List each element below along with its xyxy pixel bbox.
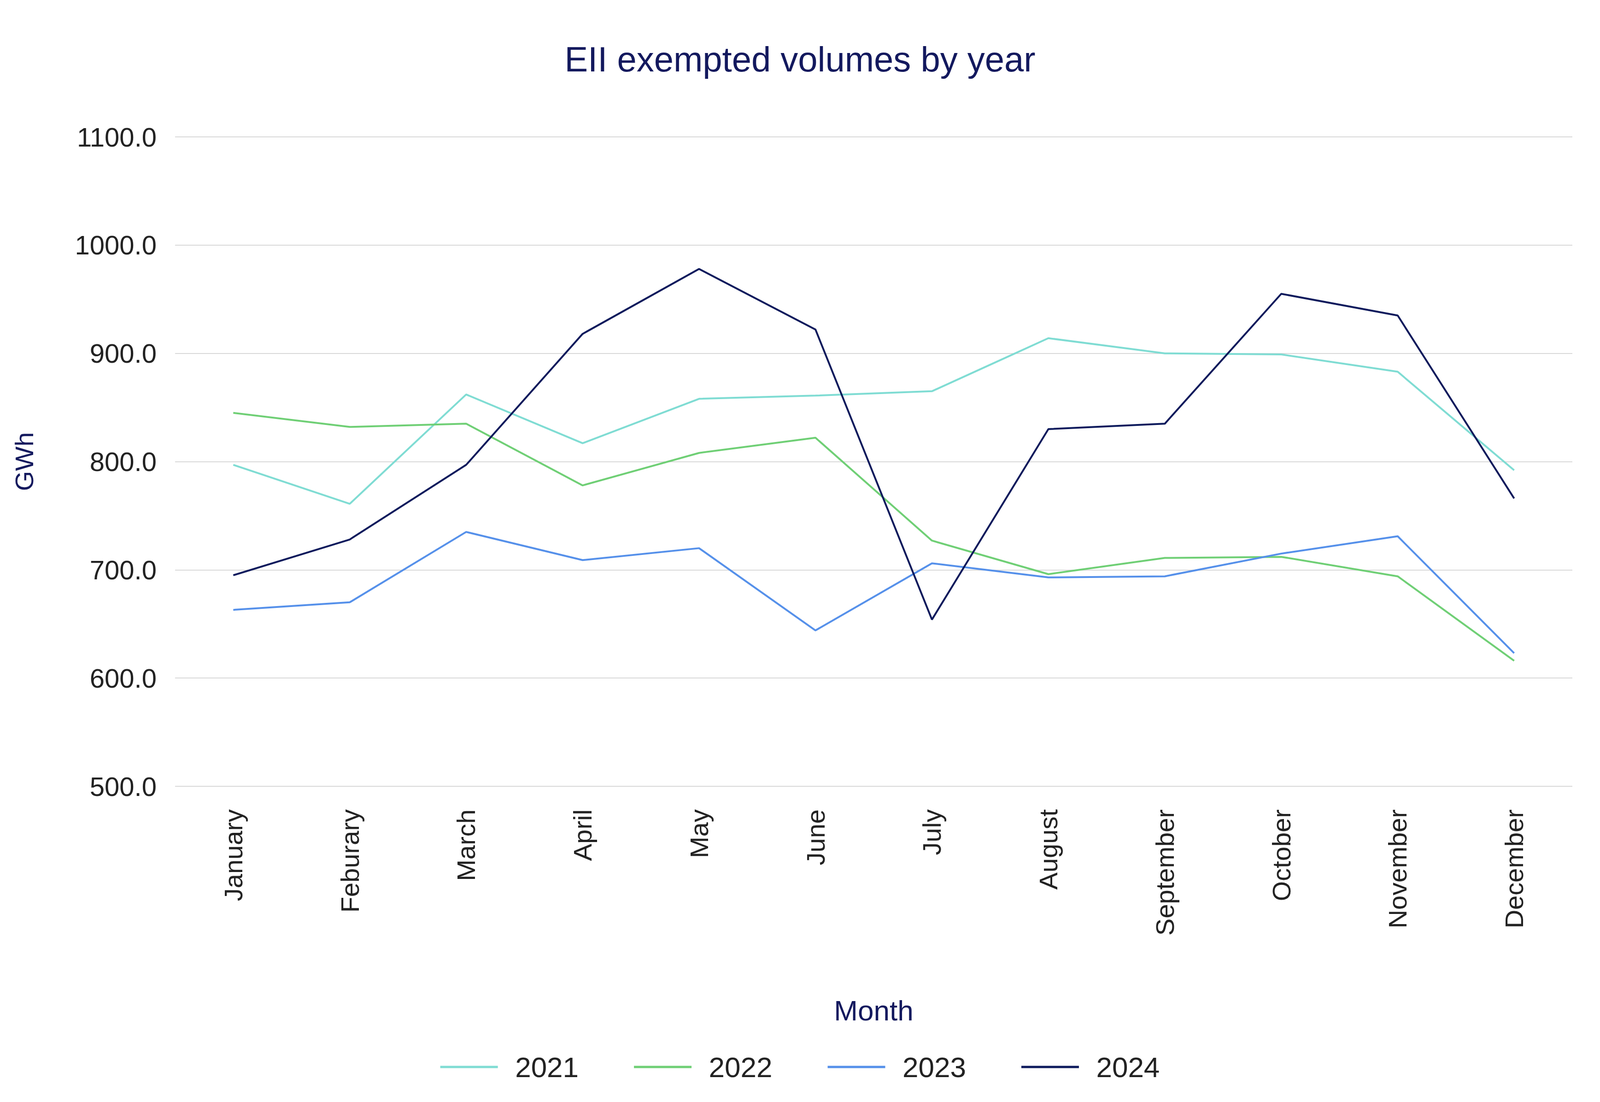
svg-text:2022: 2022 xyxy=(709,1050,773,1083)
svg-text:600.0: 600.0 xyxy=(89,662,157,693)
svg-text:April: April xyxy=(568,808,598,861)
svg-text:2021: 2021 xyxy=(515,1050,579,1083)
svg-text:1100.0: 1100.0 xyxy=(76,122,157,153)
svg-text:September: September xyxy=(1150,808,1180,936)
svg-text:800.0: 800.0 xyxy=(89,446,157,477)
svg-text:2023: 2023 xyxy=(902,1050,967,1083)
svg-text:Feburary: Feburary xyxy=(335,808,365,913)
svg-text:1000.0: 1000.0 xyxy=(75,229,157,260)
svg-text:August: August xyxy=(1033,808,1063,890)
svg-text:2024: 2024 xyxy=(1095,1050,1160,1083)
svg-text:500.0: 500.0 xyxy=(89,771,157,802)
svg-text:March: March xyxy=(451,808,481,881)
svg-text:December: December xyxy=(1499,808,1529,928)
svg-text:November: November xyxy=(1383,808,1413,928)
svg-text:Month: Month xyxy=(833,994,914,1026)
svg-text:May: May xyxy=(684,808,714,858)
svg-text:January: January xyxy=(218,808,248,901)
svg-text:700.0: 700.0 xyxy=(89,554,157,585)
svg-text:EII exempted volumes by year: EII exempted volumes by year xyxy=(564,39,1036,79)
svg-text:July: July xyxy=(917,808,947,856)
svg-text:October: October xyxy=(1266,808,1296,901)
svg-text:June: June xyxy=(801,808,831,865)
svg-text:900.0: 900.0 xyxy=(89,338,157,369)
svg-text:GWh: GWh xyxy=(9,432,39,492)
